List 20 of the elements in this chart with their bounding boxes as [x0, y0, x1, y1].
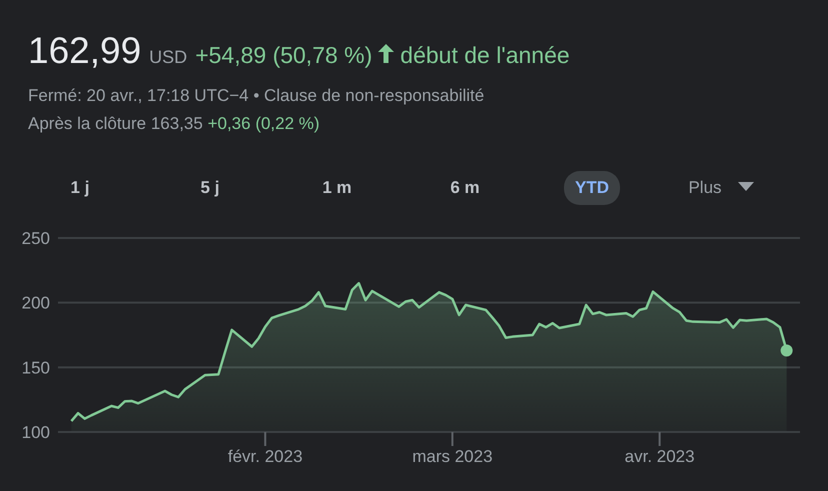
- text: Plus: [688, 178, 722, 198]
- text: +54,89 (50,78 %): [195, 42, 372, 69]
- chart-subtitle: Fermé: 20 avr., 17:18 UTC−4 • Clause de non-responsabilité: [28, 86, 484, 106]
- text: +0,36 (0,22 %): [208, 114, 320, 133]
- chart-title: 162,99: [28, 30, 142, 72]
- text: 6 m: [450, 178, 480, 198]
- y-tick-label: 250: [22, 229, 50, 248]
- text: 1 j: [70, 178, 90, 198]
- x-tick-label: mars 2023: [412, 447, 493, 466]
- text: Après la clôture 163,35: [28, 114, 203, 133]
- text: YTD: [564, 171, 620, 205]
- text: début de l'année: [400, 42, 570, 69]
- text: 1 m: [322, 178, 352, 198]
- text: 5 j: [200, 178, 220, 198]
- text: USD: [149, 47, 188, 68]
- x-tick-label: avr. 2023: [624, 447, 695, 466]
- y-tick-label: 150: [22, 358, 50, 378]
- x-tick-label: févr. 2023: [228, 447, 303, 466]
- y-tick-label: 200: [22, 294, 50, 313]
- y-tick-label: 100: [22, 423, 50, 442]
